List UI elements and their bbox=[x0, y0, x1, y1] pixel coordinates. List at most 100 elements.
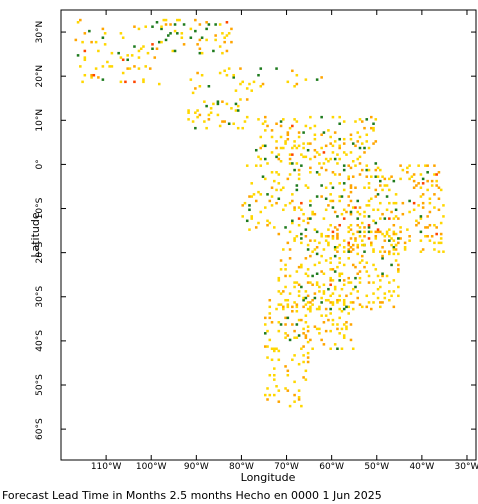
forecast-cell-light bbox=[218, 124, 222, 128]
forecast-cell-light bbox=[403, 246, 407, 249]
forecast-cell-light bbox=[351, 206, 355, 209]
forecast-cell-moderate bbox=[155, 47, 159, 51]
forecast-cell-light bbox=[187, 111, 190, 114]
forecast-cell-severe bbox=[322, 151, 326, 154]
forecast-cell-light bbox=[331, 292, 335, 295]
forecast-cell-light bbox=[392, 252, 396, 256]
forecast-cell-moderate bbox=[309, 166, 312, 170]
forecast-cell-moderate bbox=[358, 162, 362, 165]
forecast-cell-moderate bbox=[358, 173, 362, 176]
forecast-cell-wet bbox=[101, 36, 105, 39]
forecast-cell-light bbox=[293, 85, 296, 88]
forecast-cell-light bbox=[399, 177, 402, 181]
forecast-cell-light bbox=[300, 404, 303, 408]
forecast-cell-light bbox=[372, 129, 375, 132]
forecast-cell-light bbox=[415, 219, 418, 223]
forecast-cell-moderate bbox=[421, 201, 425, 205]
forecast-cell-moderate bbox=[230, 27, 233, 31]
forecast-cell-light bbox=[245, 87, 249, 90]
forecast-cell-wet bbox=[419, 230, 423, 234]
forecast-cell-light bbox=[252, 193, 256, 196]
forecast-cell-light bbox=[383, 296, 387, 300]
forecast-cell-moderate bbox=[383, 177, 387, 181]
forecast-cell-light bbox=[392, 230, 396, 234]
forecast-cell-moderate bbox=[349, 212, 353, 216]
forecast-cell-moderate bbox=[263, 345, 267, 348]
forecast-cell-wet bbox=[338, 137, 341, 141]
forecast-cell-light bbox=[282, 248, 285, 251]
forecast-cell-light bbox=[408, 177, 411, 181]
forecast-cell-light bbox=[385, 230, 389, 234]
forecast-cell-wet bbox=[212, 49, 215, 53]
forecast-cell-moderate bbox=[324, 168, 328, 172]
forecast-cell-wet bbox=[379, 179, 382, 183]
forecast-cell-moderate bbox=[399, 164, 402, 167]
lon-tick-label: 30°W bbox=[455, 462, 478, 472]
forecast-cell-moderate bbox=[329, 142, 332, 145]
forecast-cell-light bbox=[277, 182, 281, 185]
forecast-cell-severe bbox=[421, 182, 425, 185]
forecast-cell-wet bbox=[340, 195, 344, 198]
forecast-cell-light bbox=[300, 153, 303, 156]
forecast-cell-moderate bbox=[286, 137, 290, 141]
forecast-cell-moderate bbox=[347, 248, 350, 251]
forecast-cell-light bbox=[297, 144, 301, 148]
forecast-cell-moderate bbox=[401, 201, 405, 205]
forecast-cell-light bbox=[392, 248, 396, 251]
forecast-cell-light bbox=[372, 248, 375, 251]
forecast-cell-moderate bbox=[291, 305, 294, 309]
forecast-cell-light bbox=[232, 73, 235, 77]
forecast-cell-light bbox=[137, 56, 141, 59]
forecast-cell-light bbox=[363, 230, 366, 234]
forecast-cell-wet bbox=[397, 237, 400, 240]
forecast-cell-light bbox=[279, 135, 283, 139]
forecast-cell-moderate bbox=[284, 274, 287, 278]
forecast-cell-light bbox=[333, 140, 337, 143]
forecast-cell-light bbox=[419, 186, 423, 189]
forecast-cell-light bbox=[277, 349, 281, 353]
forecast-cell-light bbox=[128, 67, 132, 70]
forecast-cell-light bbox=[257, 155, 260, 159]
forecast-cell-light bbox=[295, 270, 299, 273]
forecast-cell-moderate bbox=[421, 206, 425, 209]
forecast-cell-light bbox=[250, 195, 254, 198]
forecast-cell-light bbox=[286, 80, 290, 84]
forecast-cell-light bbox=[245, 115, 249, 119]
forecast-cell-moderate bbox=[277, 232, 281, 236]
forecast-cell-moderate bbox=[309, 338, 312, 342]
forecast-cell-severe bbox=[291, 153, 294, 156]
forecast-cell-moderate bbox=[277, 157, 281, 161]
forecast-cell-light bbox=[311, 250, 314, 253]
forecast-cell-wet bbox=[169, 32, 172, 35]
forecast-cell-light bbox=[358, 235, 362, 238]
forecast-cell-light bbox=[392, 290, 396, 293]
forecast-cell-wet bbox=[300, 285, 303, 289]
forecast-cell-light bbox=[121, 36, 125, 39]
forecast-cell-moderate bbox=[223, 40, 226, 44]
forecast-cell-light bbox=[347, 230, 350, 234]
forecast-cell-light bbox=[433, 223, 436, 227]
forecast-cell-moderate bbox=[263, 316, 267, 320]
forecast-cell-light bbox=[424, 164, 427, 167]
forecast-cell-light bbox=[417, 204, 420, 207]
forecast-cell-light bbox=[320, 314, 323, 317]
forecast-cell-wet bbox=[254, 148, 258, 152]
forecast-cell-moderate bbox=[333, 210, 337, 214]
forecast-cell-light bbox=[345, 325, 348, 328]
forecast-cell-moderate bbox=[198, 47, 202, 51]
forecast-cell-light bbox=[257, 118, 260, 121]
forecast-cell-light bbox=[196, 109, 199, 112]
forecast-cell-light bbox=[160, 25, 163, 28]
forecast-cell-light bbox=[288, 126, 292, 130]
forecast-cell-moderate bbox=[351, 243, 355, 247]
forecast-cell-wet bbox=[385, 195, 389, 198]
forecast-cell-light bbox=[329, 135, 332, 139]
forecast-cell-light bbox=[295, 120, 299, 123]
forecast-cell-light bbox=[336, 301, 339, 304]
forecast-cell-light bbox=[284, 336, 287, 339]
forecast-cell-light bbox=[365, 133, 369, 137]
forecast-cell-light bbox=[379, 305, 382, 309]
forecast-cell-light bbox=[342, 120, 346, 123]
forecast-cell-light bbox=[263, 393, 267, 397]
forecast-cell-light bbox=[338, 195, 341, 198]
